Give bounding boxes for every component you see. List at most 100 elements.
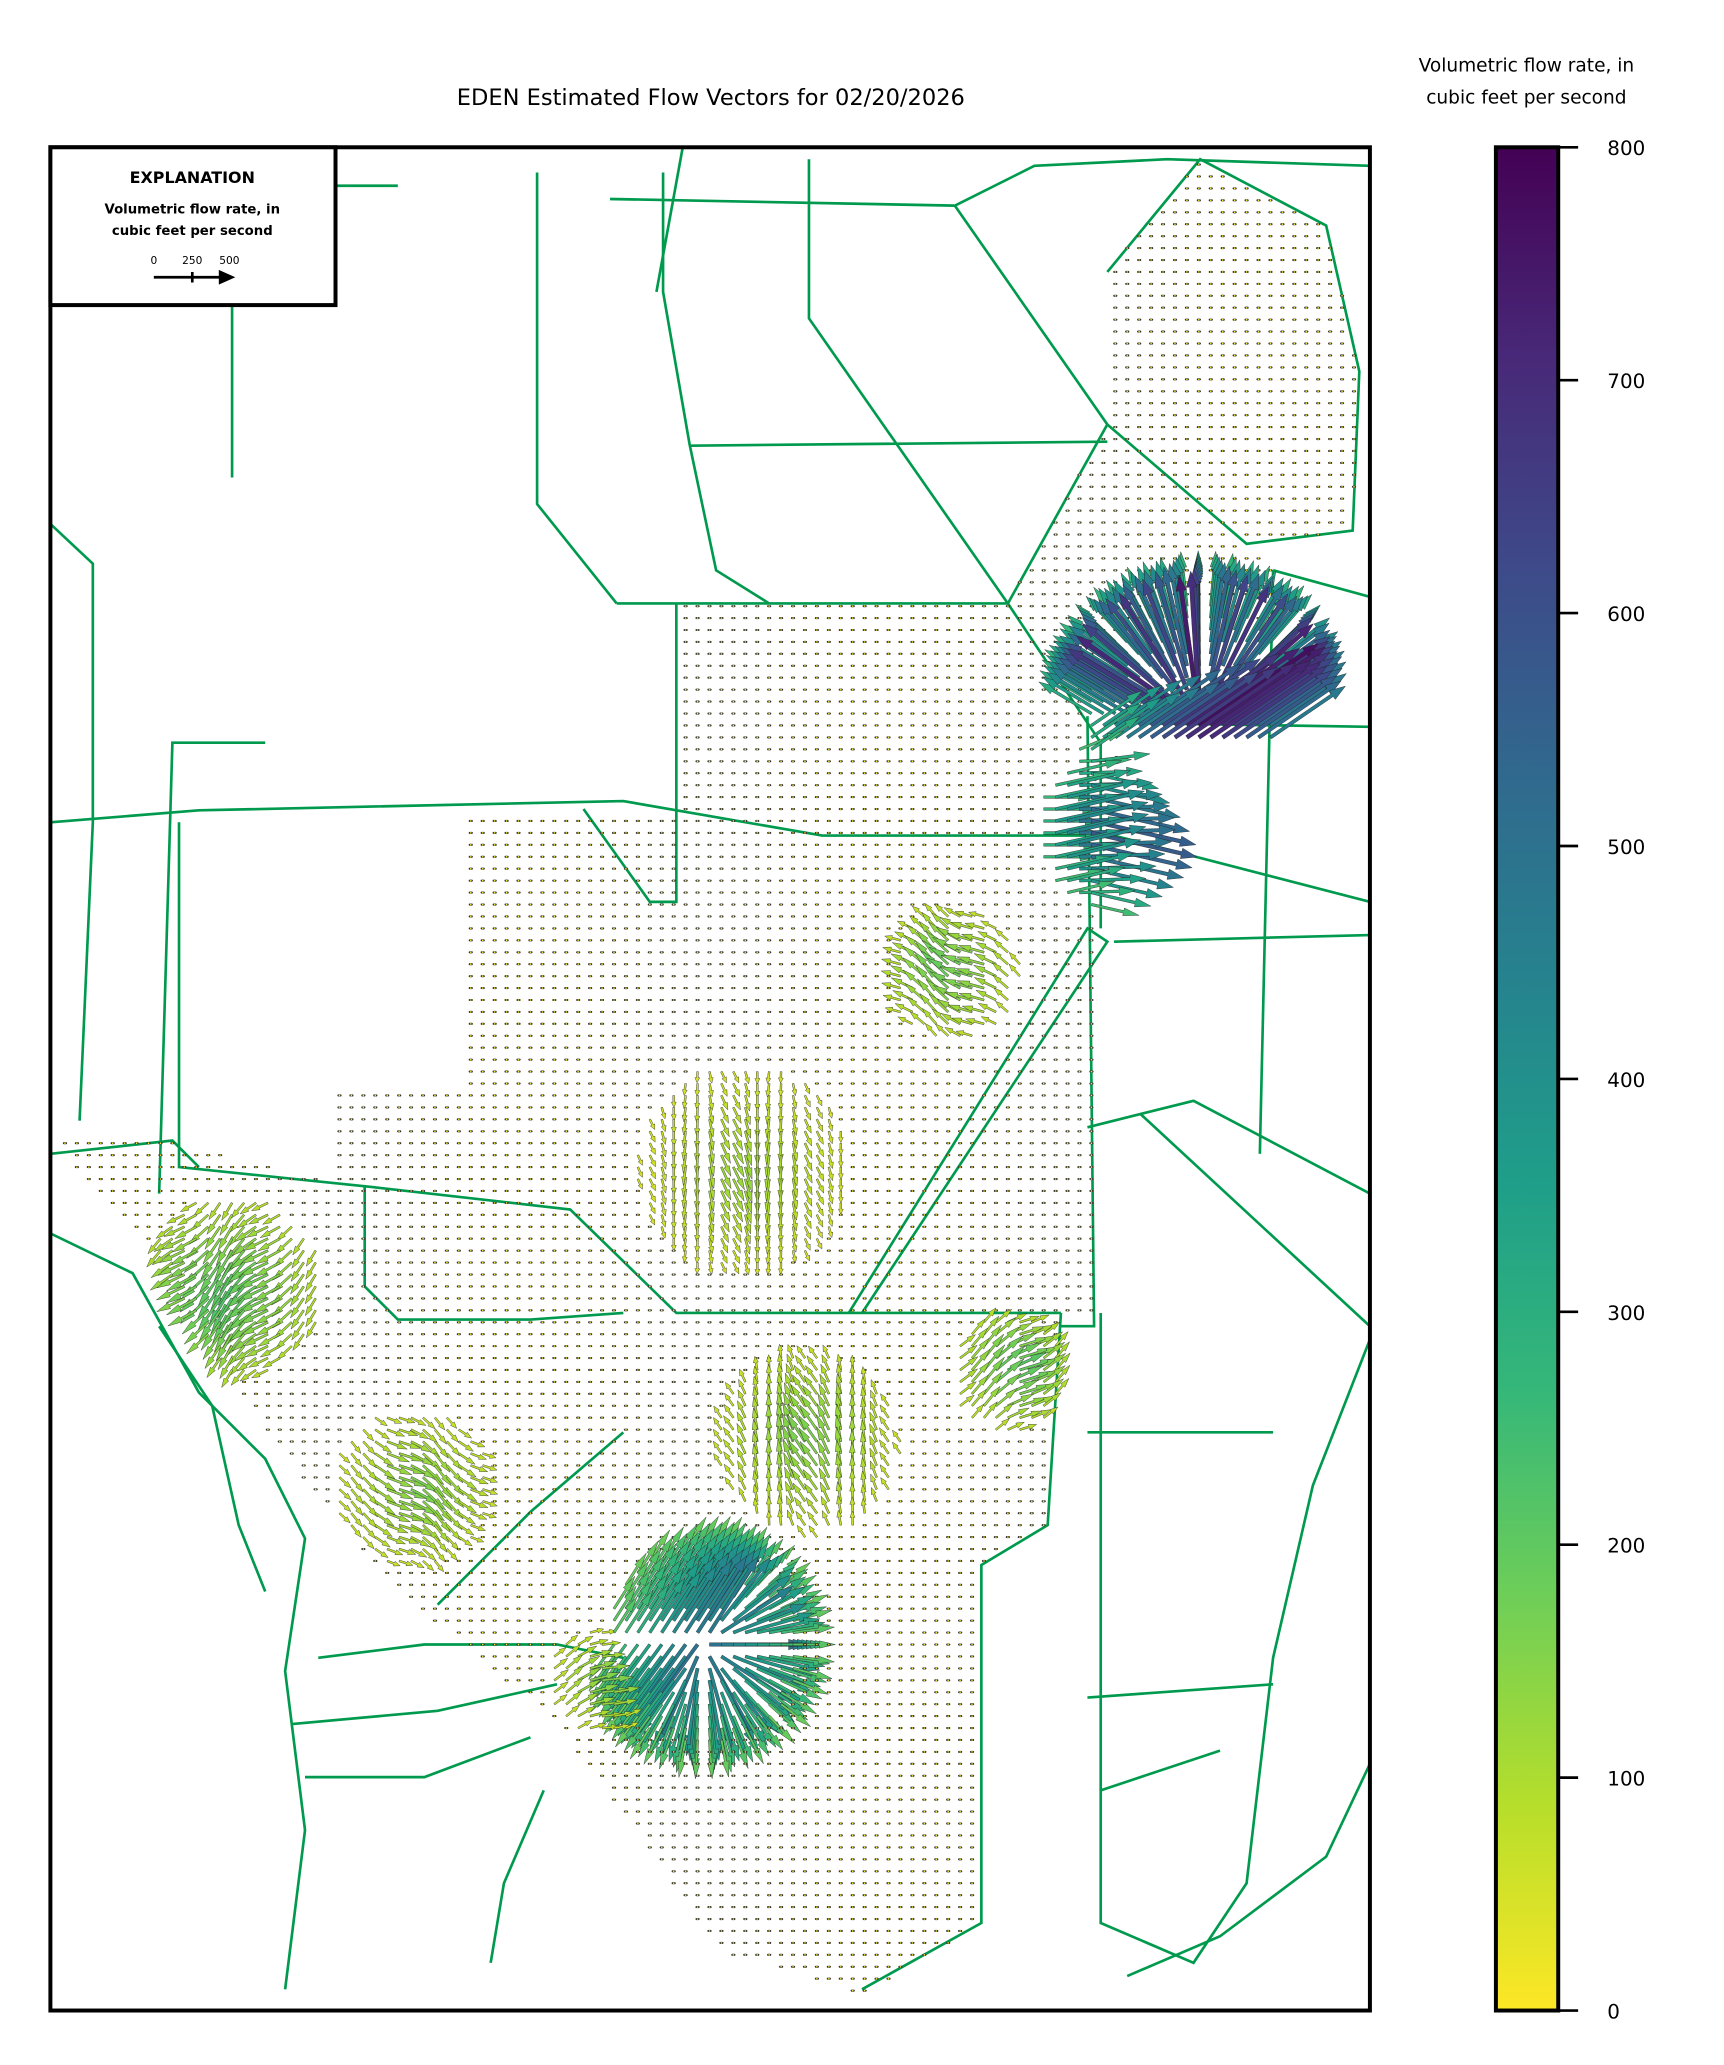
flow-vector bbox=[697, 713, 699, 715]
flow-vector bbox=[542, 916, 544, 918]
flow-vector bbox=[1174, 259, 1176, 261]
flow-vector bbox=[506, 975, 508, 977]
flow-vector bbox=[756, 808, 758, 810]
flow-vector bbox=[1067, 916, 1069, 918]
flow-vector bbox=[589, 1011, 591, 1013]
flow-vector bbox=[792, 975, 794, 977]
flow-vector bbox=[768, 999, 770, 1001]
flow-vector bbox=[530, 951, 532, 953]
flow-vector bbox=[494, 928, 496, 930]
flow-vector bbox=[554, 1011, 556, 1013]
flow-vector bbox=[697, 975, 699, 977]
flow-vector bbox=[971, 689, 973, 691]
flow-vector bbox=[1079, 713, 1081, 715]
flow-vector bbox=[1103, 581, 1105, 583]
flow-vector bbox=[625, 832, 627, 834]
flow-vector bbox=[518, 892, 520, 894]
flow-vector bbox=[935, 617, 937, 619]
flow-vector bbox=[971, 820, 973, 822]
flow-vector bbox=[661, 940, 663, 942]
flow-vector bbox=[1007, 844, 1009, 846]
flow-vector bbox=[1150, 355, 1152, 357]
flow-vector bbox=[577, 1059, 579, 1061]
flow-vector bbox=[1353, 438, 1355, 440]
flow-vector bbox=[792, 928, 794, 930]
flow-vector bbox=[804, 880, 806, 882]
flow-vector bbox=[1150, 426, 1152, 428]
flow-vector bbox=[1305, 498, 1307, 500]
flow-vector bbox=[924, 713, 926, 715]
flow-vector bbox=[804, 832, 806, 834]
flow-vector bbox=[1174, 343, 1176, 345]
flow-vector bbox=[1329, 319, 1331, 321]
flow-vector bbox=[935, 820, 937, 822]
flow-vector bbox=[756, 916, 758, 918]
flow-vector bbox=[1174, 534, 1176, 536]
flow-vector bbox=[1282, 474, 1284, 476]
flow-vector bbox=[756, 796, 758, 798]
flow-vector bbox=[852, 1047, 854, 1049]
flow-vector bbox=[780, 1011, 782, 1013]
flow-vector bbox=[709, 784, 711, 786]
flow-vector bbox=[577, 904, 579, 906]
flow-vector bbox=[900, 749, 902, 751]
flow-vector bbox=[756, 1047, 758, 1049]
flow-vector bbox=[1055, 904, 1057, 906]
flow-vector bbox=[900, 677, 902, 679]
flow-vector bbox=[912, 904, 914, 906]
flow-vector bbox=[542, 975, 544, 977]
flow-vector bbox=[697, 653, 699, 655]
flow-vector bbox=[1317, 462, 1319, 464]
flow-vector bbox=[1258, 522, 1260, 524]
flow-vector bbox=[1210, 414, 1212, 416]
flow-vector bbox=[816, 689, 818, 691]
flow-vector bbox=[959, 725, 961, 727]
flow-vector bbox=[1294, 402, 1296, 404]
flow-vector bbox=[613, 940, 615, 942]
flow-vector bbox=[542, 1035, 544, 1037]
flow-vector bbox=[840, 749, 842, 751]
flow-vector bbox=[840, 796, 842, 798]
flow-vector bbox=[1055, 928, 1057, 930]
flow-vector bbox=[804, 641, 806, 643]
flow-vector bbox=[1210, 259, 1212, 261]
flow-vector bbox=[816, 784, 818, 786]
flow-vector bbox=[745, 904, 747, 906]
flow-vector bbox=[494, 940, 496, 942]
flow-vector bbox=[506, 832, 508, 834]
flow-vector bbox=[1138, 367, 1140, 369]
flow-vector bbox=[530, 844, 532, 846]
flow-vector bbox=[1341, 367, 1343, 369]
flow-vector bbox=[995, 832, 997, 834]
flow-vector bbox=[864, 1047, 866, 1049]
flow-vector bbox=[1114, 498, 1116, 500]
flow-vector bbox=[721, 951, 723, 953]
flow-vector bbox=[1246, 390, 1248, 392]
flow-vector bbox=[1031, 832, 1033, 834]
flow-vector bbox=[792, 820, 794, 822]
flow-vector bbox=[1246, 247, 1248, 249]
flow-vector bbox=[637, 868, 639, 870]
flow-vector bbox=[625, 820, 627, 822]
flow-vector bbox=[565, 916, 567, 918]
flow-vector bbox=[852, 689, 854, 691]
flow-vector bbox=[542, 856, 544, 858]
flow-vector bbox=[971, 808, 973, 810]
flow-vector bbox=[1258, 343, 1260, 345]
flow-vector bbox=[1186, 522, 1188, 524]
flow-vector bbox=[1210, 211, 1212, 213]
flow-vector bbox=[840, 689, 842, 691]
flow-vector bbox=[768, 796, 770, 798]
flow-vector bbox=[1138, 558, 1140, 560]
flow-vector bbox=[482, 1023, 484, 1025]
flow-vector bbox=[947, 1047, 949, 1049]
flow-vector bbox=[840, 1011, 842, 1013]
flow-vector bbox=[1019, 904, 1021, 906]
flow-vector bbox=[518, 820, 520, 822]
flow-vector bbox=[1055, 570, 1057, 572]
flow-vector bbox=[780, 832, 782, 834]
flow-vector bbox=[530, 904, 532, 906]
flow-vector bbox=[721, 904, 723, 906]
flow-vector bbox=[1234, 546, 1236, 548]
flow-vector bbox=[1067, 940, 1069, 942]
